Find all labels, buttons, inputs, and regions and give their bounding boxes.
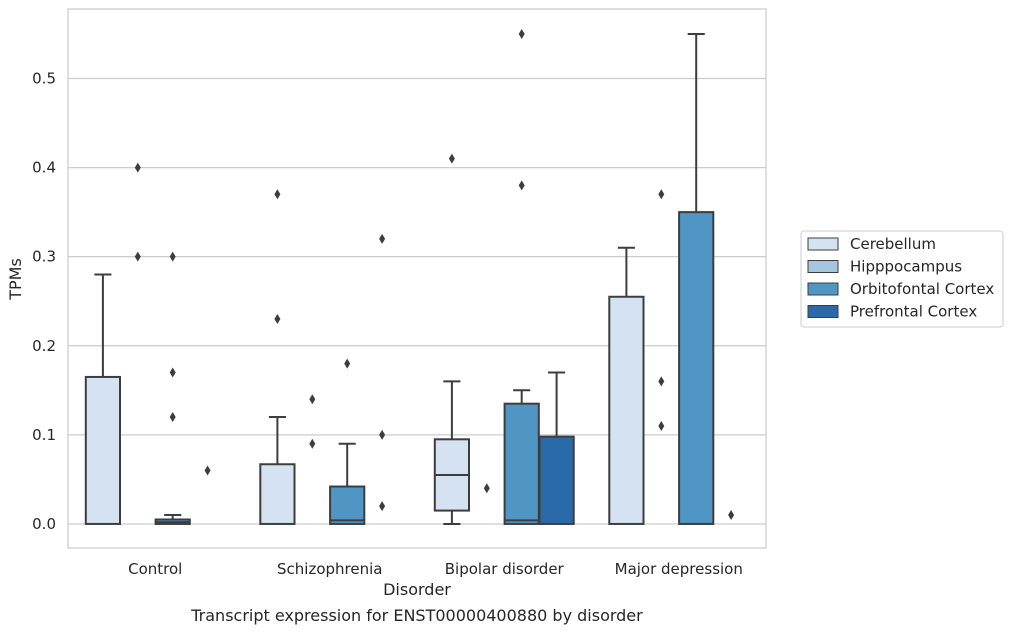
- y-tick-label: 0.3: [32, 248, 56, 266]
- legend-swatch: [807, 305, 839, 318]
- box-body: [678, 211, 715, 525]
- y-tick-label: 0.5: [32, 69, 56, 87]
- outlier-point: [728, 510, 735, 521]
- outlier-point: [169, 251, 176, 262]
- outlier-point: [518, 180, 525, 191]
- legend-label: Prefrontal Cortex: [850, 303, 977, 321]
- legend-swatch: [807, 282, 839, 296]
- outlier-point: [658, 189, 665, 200]
- outlier-point: [204, 465, 211, 476]
- figure-caption: Transcript expression for ENST0000040088…: [191, 606, 643, 625]
- outlier-point: [274, 189, 281, 200]
- outlier-point: [483, 483, 490, 494]
- box-prefrontal-cortex: [538, 371, 575, 525]
- box-body: [538, 435, 575, 525]
- box-cerebellum: [259, 189, 296, 525]
- legend-label: Hipppocampus: [850, 258, 962, 276]
- box-body: [503, 402, 540, 525]
- outlier-point: [518, 28, 525, 39]
- gridlines: [68, 77, 766, 525]
- legend: Cerebellum Hipppocampus Orbitofontal Corte…: [800, 230, 1004, 328]
- x-tick-label: Control: [128, 560, 182, 578]
- x-axis-ticks: Control Schizophrenia Bipolar disorder Majo…: [128, 560, 743, 578]
- box-cerebellum: [84, 273, 122, 525]
- legend-swatch: [807, 237, 839, 251]
- y-tick-label: 0.4: [32, 159, 56, 177]
- outlier-point: [274, 314, 281, 325]
- legend-swatch: [807, 260, 839, 273]
- box-body: [259, 463, 296, 525]
- box-hipppocampus: [658, 189, 665, 431]
- legend-label: Cerebellum: [850, 235, 936, 253]
- box-cerebellum: [608, 246, 645, 525]
- outlier-point: [379, 233, 386, 244]
- box-orbitofontal-cortex: [503, 28, 540, 525]
- plot-area: [84, 28, 735, 525]
- y-axis-title: TPMs: [6, 258, 25, 301]
- box-prefrontal-cortex: [204, 465, 211, 476]
- x-tick-label: Major depression: [615, 560, 743, 578]
- y-tick-label: 0.0: [32, 515, 56, 533]
- y-tick-label: 0.1: [32, 426, 56, 444]
- box-body: [329, 485, 366, 525]
- box-body: [608, 295, 645, 525]
- box-orbitofontal-cortex: [329, 358, 366, 525]
- outlier-point: [134, 162, 141, 173]
- outlier-point: [379, 429, 386, 440]
- box-hipppocampus: [309, 394, 316, 449]
- legend-frame: [800, 230, 1004, 328]
- outlier-point: [344, 358, 351, 369]
- x-tick-label: Schizophrenia: [277, 560, 382, 578]
- y-axis-ticks: 0.0 0.1 0.2 0.3 0.4 0.5: [32, 69, 56, 532]
- x-tick-label: Bipolar disorder: [445, 560, 565, 578]
- outlier-point: [379, 501, 386, 512]
- x-axis-title: Disorder: [383, 580, 451, 599]
- outlier-point: [169, 367, 176, 378]
- box-prefrontal-cortex: [728, 510, 735, 521]
- outlier-point: [309, 394, 316, 405]
- outlier-point: [448, 153, 455, 164]
- outlier-point: [658, 376, 665, 387]
- plot-frame: [67, 8, 767, 549]
- outlier-point: [309, 438, 316, 449]
- box-hipppocampus: [483, 483, 490, 494]
- box-cerebellum: [433, 153, 471, 525]
- box-body: [84, 375, 122, 525]
- box-orbitofontal-cortex: [678, 32, 715, 525]
- box-hipppocampus: [134, 162, 141, 262]
- outlier-point: [169, 412, 176, 423]
- legend-label: Orbitofontal Cortex: [850, 280, 994, 298]
- outlier-point: [134, 251, 141, 262]
- y-tick-label: 0.2: [32, 337, 56, 355]
- box-orbitofontal-cortex: [154, 251, 191, 525]
- box-prefrontal-cortex: [379, 233, 386, 512]
- outlier-point: [658, 420, 665, 431]
